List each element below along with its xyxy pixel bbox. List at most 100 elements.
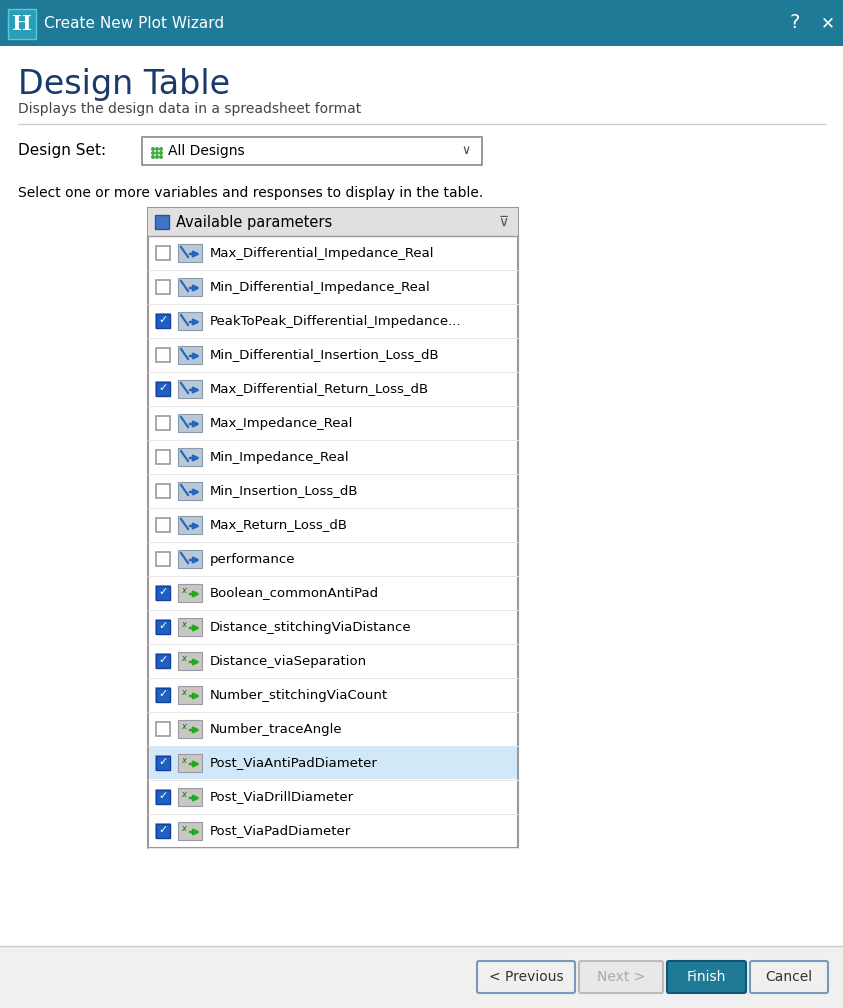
Bar	[156, 654, 170, 668]
Bar	[149, 746, 517, 779]
Bar	[156, 620, 170, 634]
Circle shape	[159, 155, 163, 159]
Text: ✓: ✓	[158, 655, 168, 665]
Bar	[148, 208, 518, 236]
Circle shape	[159, 151, 163, 155]
Bar	[178, 448, 202, 466]
Text: ✕: ✕	[821, 14, 835, 32]
Text: ?: ?	[790, 13, 800, 32]
Text: Number_stitchingViaCount: Number_stitchingViaCount	[210, 688, 388, 702]
Text: Post_ViaPadDiameter: Post_ViaPadDiameter	[210, 825, 352, 838]
Bar	[156, 484, 170, 498]
Bar	[156, 416, 170, 430]
Bar	[178, 414, 202, 432]
Text: Design Table: Design Table	[18, 68, 230, 101]
FancyBboxPatch shape	[750, 961, 828, 993]
Circle shape	[151, 151, 155, 155]
Bar	[178, 482, 202, 500]
Bar	[156, 654, 170, 668]
Text: Cancel: Cancel	[765, 970, 813, 984]
Text: ✓: ✓	[158, 757, 168, 767]
Circle shape	[155, 151, 159, 155]
Text: ✓: ✓	[158, 316, 168, 326]
Bar	[142, 137, 482, 165]
Text: x: x	[181, 654, 186, 663]
Bar	[0, 46, 843, 946]
Text: ⊽: ⊽	[499, 215, 509, 229]
Bar	[156, 586, 170, 600]
Text: Min_Insertion_Loss_dB: Min_Insertion_Loss_dB	[210, 485, 358, 498]
Circle shape	[151, 155, 155, 159]
Bar	[0, 0, 843, 46]
Bar	[178, 516, 202, 534]
FancyBboxPatch shape	[579, 961, 663, 993]
Text: ∨: ∨	[461, 144, 470, 157]
Bar	[178, 652, 202, 670]
Bar	[156, 382, 170, 396]
Bar	[156, 314, 170, 328]
Text: x: x	[181, 586, 186, 595]
Text: Displays the design data in a spreadsheet format: Displays the design data in a spreadshee…	[18, 102, 362, 116]
Text: Max_Differential_Impedance_Real: Max_Differential_Impedance_Real	[210, 247, 434, 259]
FancyBboxPatch shape	[667, 961, 746, 993]
Text: < Previous: < Previous	[489, 970, 563, 984]
Text: x: x	[181, 756, 186, 765]
Text: x: x	[181, 620, 186, 629]
Bar	[178, 278, 202, 296]
Text: x: x	[181, 688, 186, 697]
Bar	[156, 756, 170, 770]
Text: Max_Differential_Return_Loss_dB: Max_Differential_Return_Loss_dB	[210, 382, 429, 395]
Bar	[178, 686, 202, 704]
Text: Create New Plot Wizard: Create New Plot Wizard	[44, 15, 224, 30]
Bar	[156, 314, 170, 328]
Bar	[178, 822, 202, 840]
Text: Max_Impedance_Real: Max_Impedance_Real	[210, 416, 353, 429]
Bar	[156, 450, 170, 464]
Text: ✓: ✓	[158, 689, 168, 700]
Bar	[178, 720, 202, 738]
Text: Design Set:: Design Set:	[18, 142, 106, 157]
Bar	[156, 824, 170, 838]
Text: Available parameters: Available parameters	[176, 215, 332, 230]
Bar	[156, 790, 170, 804]
Text: ✓: ✓	[158, 791, 168, 801]
Text: Boolean_commonAntiPad: Boolean_commonAntiPad	[210, 587, 379, 600]
FancyBboxPatch shape	[477, 961, 575, 993]
Bar	[156, 756, 170, 770]
Text: All Designs: All Designs	[168, 144, 244, 158]
Text: ✓: ✓	[158, 383, 168, 393]
Bar	[156, 790, 170, 804]
Text: x: x	[181, 824, 186, 833]
Bar	[8, 9, 36, 39]
Text: Min_Differential_Impedance_Real: Min_Differential_Impedance_Real	[210, 280, 431, 293]
Text: Max_Return_Loss_dB: Max_Return_Loss_dB	[210, 518, 348, 531]
Bar	[156, 518, 170, 532]
Bar	[178, 754, 202, 772]
Bar	[178, 380, 202, 398]
Text: H: H	[12, 14, 32, 34]
Bar	[156, 552, 170, 566]
Text: performance: performance	[210, 552, 296, 565]
Text: Distance_viaSeparation: Distance_viaSeparation	[210, 654, 367, 667]
Text: ✓: ✓	[158, 588, 168, 598]
Text: Number_traceAngle: Number_traceAngle	[210, 723, 342, 736]
Bar	[178, 618, 202, 636]
Bar	[156, 348, 170, 362]
Bar	[155, 215, 169, 229]
Text: Post_ViaDrillDiameter: Post_ViaDrillDiameter	[210, 790, 354, 803]
Bar	[156, 382, 170, 396]
Text: PeakToPeak_Differential_Impedance...: PeakToPeak_Differential_Impedance...	[210, 314, 461, 328]
Bar	[178, 788, 202, 806]
Text: Post_ViaAntiPadDiameter: Post_ViaAntiPadDiameter	[210, 756, 378, 769]
Text: Select one or more variables and responses to display in the table.: Select one or more variables and respons…	[18, 186, 483, 200]
Bar	[156, 688, 170, 702]
Bar	[178, 312, 202, 330]
Bar	[156, 246, 170, 260]
Text: x: x	[181, 790, 186, 799]
Bar	[156, 620, 170, 634]
Bar	[148, 208, 518, 848]
Bar	[156, 586, 170, 600]
Bar	[156, 688, 170, 702]
Bar	[156, 280, 170, 294]
Text: Finish: Finish	[687, 970, 726, 984]
